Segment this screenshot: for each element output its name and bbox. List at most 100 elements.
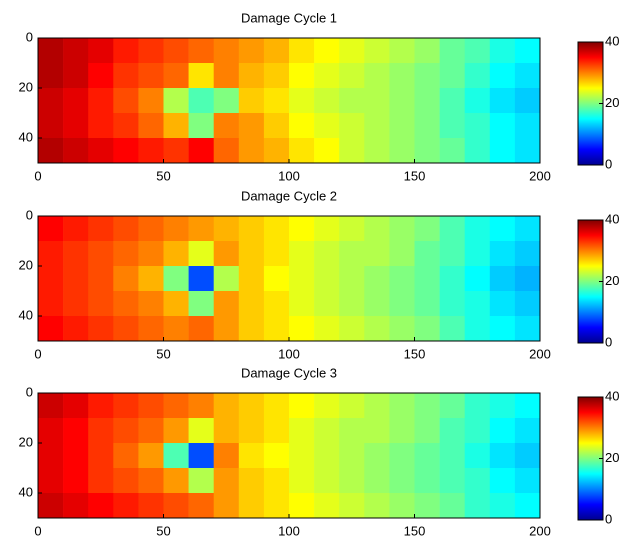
heatmap-cell bbox=[339, 316, 365, 342]
heatmap-cell bbox=[38, 443, 64, 469]
heatmap-cell bbox=[414, 38, 440, 64]
heatmap-cell bbox=[439, 138, 465, 164]
heatmap-cell bbox=[238, 443, 265, 469]
heatmap-cell bbox=[414, 468, 440, 494]
heatmap-cell bbox=[163, 241, 189, 267]
heatmap-cell bbox=[389, 316, 415, 342]
heatmap-cell bbox=[88, 418, 114, 444]
heatmap-cell bbox=[289, 316, 315, 342]
heatmap-cell bbox=[464, 418, 491, 444]
panel-title: Damage Cycle 3 bbox=[241, 365, 337, 380]
heatmap-cell bbox=[339, 38, 365, 64]
panel-title: Damage Cycle 1 bbox=[241, 10, 337, 25]
heatmap-cell bbox=[364, 443, 390, 469]
heatmap-cell bbox=[414, 113, 440, 139]
heatmap-cell bbox=[439, 468, 465, 494]
heatmap-cell bbox=[364, 493, 390, 519]
heatmap-cell bbox=[88, 88, 114, 114]
heatmap-cell bbox=[238, 38, 265, 64]
heatmap-cell bbox=[364, 418, 390, 444]
x-tick-label: 200 bbox=[529, 523, 551, 538]
heatmap-cell bbox=[339, 241, 365, 267]
heatmap-cell bbox=[138, 443, 164, 469]
heatmap-cell bbox=[289, 38, 315, 64]
heatmap-cell bbox=[113, 113, 139, 139]
heatmap-cell bbox=[339, 63, 365, 89]
heatmap-cell bbox=[88, 113, 114, 139]
heatmap-cell bbox=[364, 468, 390, 494]
heatmap-cell bbox=[238, 241, 265, 267]
heatmap-cell bbox=[138, 316, 164, 342]
heatmap-cell bbox=[138, 241, 164, 267]
heatmap-cell bbox=[138, 468, 164, 494]
heatmap-cell bbox=[163, 88, 189, 114]
heatmap-cell bbox=[414, 493, 440, 519]
heatmap-cell bbox=[414, 291, 440, 317]
heatmap-cell bbox=[439, 241, 465, 267]
heatmap-cell bbox=[414, 241, 440, 267]
heatmap-cell bbox=[314, 393, 340, 419]
heatmap-cell bbox=[489, 418, 516, 444]
heatmap-cell bbox=[38, 88, 64, 114]
heatmap-cell bbox=[389, 241, 415, 267]
x-tick-label: 0 bbox=[34, 523, 41, 538]
heatmap-cell bbox=[289, 216, 315, 242]
heatmap-cell bbox=[314, 291, 340, 317]
heatmap-cell bbox=[389, 88, 415, 114]
heatmap-cell bbox=[63, 241, 89, 267]
heatmap-cell bbox=[213, 63, 240, 89]
heatmap-cell bbox=[213, 291, 240, 317]
heatmap-cell bbox=[263, 393, 290, 419]
heatmap-cell bbox=[138, 138, 164, 164]
heatmap-cell bbox=[238, 291, 265, 317]
heatmap-cell bbox=[289, 88, 315, 114]
heatmap-cell bbox=[38, 468, 64, 494]
heatmap-cell bbox=[263, 88, 290, 114]
colorbar bbox=[577, 41, 604, 166]
x-tick-label: 0 bbox=[34, 168, 41, 183]
heatmap-cell bbox=[238, 393, 265, 419]
colorbar-tick-label: 40 bbox=[605, 211, 619, 226]
heatmap-cell bbox=[514, 63, 541, 89]
heatmap-cell bbox=[364, 393, 390, 419]
heatmap-cell bbox=[289, 393, 315, 419]
heatmap-cell bbox=[414, 216, 440, 242]
heatmap-cell bbox=[63, 493, 89, 519]
x-tick-label: 50 bbox=[156, 168, 170, 183]
x-tick-label: 150 bbox=[404, 168, 426, 183]
heatmap-cell bbox=[263, 493, 290, 519]
heatmap-cell bbox=[263, 63, 290, 89]
heatmap-cell bbox=[339, 138, 365, 164]
heatmap-cell bbox=[514, 418, 541, 444]
heatmap-cell bbox=[389, 418, 415, 444]
colorbar-tick-label: 0 bbox=[605, 511, 612, 526]
heatmap-cell bbox=[213, 113, 240, 139]
heatmap-cell bbox=[339, 216, 365, 242]
heatmap-cell bbox=[464, 493, 491, 519]
heatmap-cell bbox=[38, 393, 64, 419]
heatmap-cell bbox=[339, 291, 365, 317]
heatmap-cell bbox=[113, 468, 139, 494]
heatmap-cell bbox=[514, 291, 541, 317]
heatmap-cell bbox=[188, 266, 214, 292]
heatmap-cell bbox=[163, 38, 189, 64]
heatmap-cell bbox=[514, 216, 541, 242]
heatmap-cell bbox=[364, 216, 390, 242]
x-tick-label: 100 bbox=[278, 168, 300, 183]
heatmap-cell bbox=[163, 443, 189, 469]
heatmap-cell bbox=[439, 393, 465, 419]
heatmap-cell bbox=[263, 138, 290, 164]
heatmap-cell bbox=[38, 216, 64, 242]
heatmap-cell bbox=[213, 138, 240, 164]
x-tick-label: 0 bbox=[34, 346, 41, 361]
heatmap-cell bbox=[113, 266, 139, 292]
x-tick-label: 150 bbox=[404, 346, 426, 361]
heatmap-cell bbox=[163, 493, 189, 519]
heatmap-cell bbox=[464, 63, 491, 89]
heatmap-cell bbox=[414, 63, 440, 89]
heatmap-cell bbox=[188, 113, 214, 139]
heatmap-cell bbox=[489, 291, 516, 317]
heatmap-cell bbox=[163, 468, 189, 494]
colorbar-tick-label: 20 bbox=[605, 95, 619, 110]
heatmap-cell bbox=[364, 138, 390, 164]
